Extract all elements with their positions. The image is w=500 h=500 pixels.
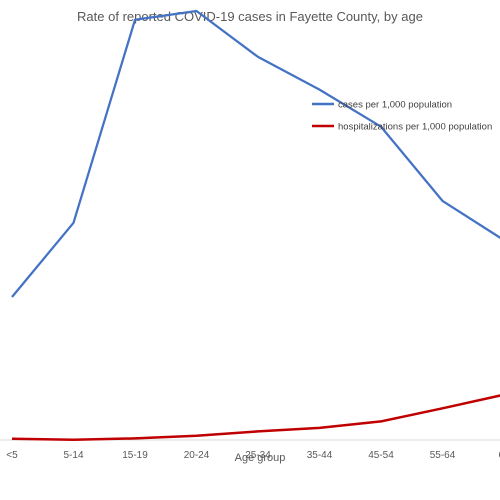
chart-title: Rate of reported COVID-19 cases in Fayet… [77, 9, 423, 24]
x-tick-label: 35-44 [307, 450, 333, 461]
x-tick-label: 65 [498, 450, 500, 461]
x-tick-label: 5-14 [63, 450, 83, 461]
x-axis-title: Age group [235, 452, 286, 464]
x-tick-label: 45-54 [368, 450, 394, 461]
x-tick-label: 55-64 [430, 450, 456, 461]
series-layer [11, 9, 500, 441]
x-tick-label: 15-19 [122, 450, 148, 461]
cases-line [11, 9, 500, 298]
legend-label-cases: cases per 1,000 population [338, 100, 452, 111]
x-tick-label: 20-24 [184, 450, 210, 461]
x-tick-label: 25-34 [245, 450, 271, 461]
legend: cases per 1,000 population hospitalizati… [312, 100, 492, 133]
x-tick-labels: <5 5-14 15-19 20-24 25-34 35-44 45-54 55-64 65 [6, 450, 500, 461]
x-tick-label: <5 [6, 450, 18, 461]
legend-label-hospitalizations: hospitalizations per 1,000 population [338, 122, 492, 133]
hospitalizations-line [11, 394, 500, 441]
